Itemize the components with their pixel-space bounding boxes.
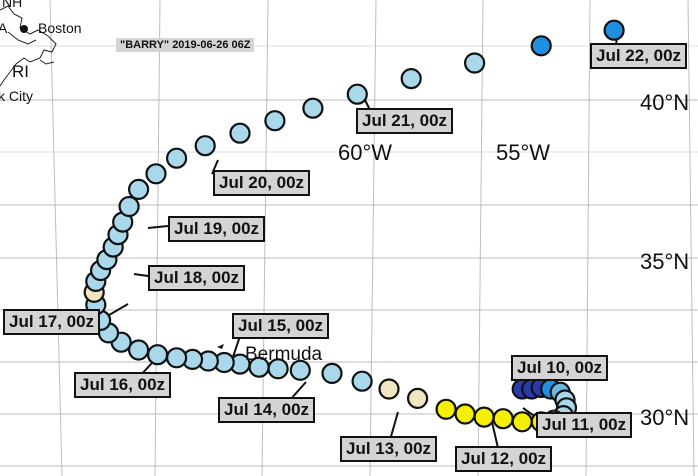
axis-lon-60: 60°W [338, 140, 393, 165]
date-label-jul-14: Jul 14, 00z [218, 397, 316, 423]
label-leader-line [147, 225, 169, 229]
axis-lon-55: 55°W [496, 140, 551, 165]
track-point [454, 403, 476, 425]
date-label-jul-19: Jul 19, 00z [168, 216, 266, 242]
place-new-york-city: k City [0, 88, 33, 104]
track-point [128, 178, 150, 200]
track-point [378, 378, 400, 400]
place-nh: NH [2, 0, 23, 10]
coastline [0, 5, 224, 349]
track-point [464, 52, 486, 74]
track-point [302, 97, 324, 119]
track-point [435, 398, 457, 420]
track-point [346, 83, 368, 105]
place-ri: RI [12, 62, 29, 81]
track-point [128, 339, 150, 361]
axis-lat-40: 40°N [640, 90, 690, 115]
track-point [194, 135, 216, 157]
track-point [264, 110, 286, 132]
track-point [145, 163, 167, 185]
track-point [530, 35, 552, 57]
track-point [511, 411, 533, 433]
track-point [351, 370, 373, 392]
date-label-jul-18: Jul 18, 00z [148, 265, 246, 291]
date-label-jul-11: Jul 11, 00z [536, 412, 633, 438]
track-point [603, 19, 625, 41]
label-leader-line [389, 411, 399, 441]
axis-lat-30: 30°N [640, 405, 690, 430]
place-ma: A [0, 20, 8, 36]
label-leader-line [491, 421, 499, 449]
track-point [473, 406, 495, 428]
track-point [400, 67, 422, 90]
track-point [289, 359, 311, 381]
track-point [407, 387, 429, 409]
map-title: "BARRY" 2019-06-26 06Z [116, 38, 255, 52]
label-leader-line [133, 273, 149, 277]
track-point [321, 362, 343, 384]
date-label-jul-10: Jul 10, 00z [511, 355, 609, 381]
place-boston: Boston [38, 20, 82, 36]
date-label-jul-22: Jul 22, 00z [590, 43, 688, 69]
track-point [147, 344, 169, 366]
date-label-jul-17: Jul 17, 00z [3, 309, 101, 335]
track-point [118, 195, 140, 218]
date-label-jul-13: Jul 13, 00z [340, 436, 438, 462]
axis-lat-35: 35°N [640, 249, 690, 274]
track-point [229, 122, 251, 144]
date-label-jul-16: Jul 16, 00z [74, 372, 172, 398]
track-point [166, 147, 188, 169]
track-point [492, 408, 514, 430]
date-label-jul-21: Jul 21, 00z [356, 108, 454, 134]
date-label-jul-12: Jul 12, 00z [455, 446, 553, 472]
date-label-jul-20: Jul 20, 00z [213, 170, 311, 196]
track-point [166, 347, 188, 369]
date-label-jul-15: Jul 15, 00z [232, 313, 330, 339]
place-bermuda: Bermuda [245, 344, 323, 365]
